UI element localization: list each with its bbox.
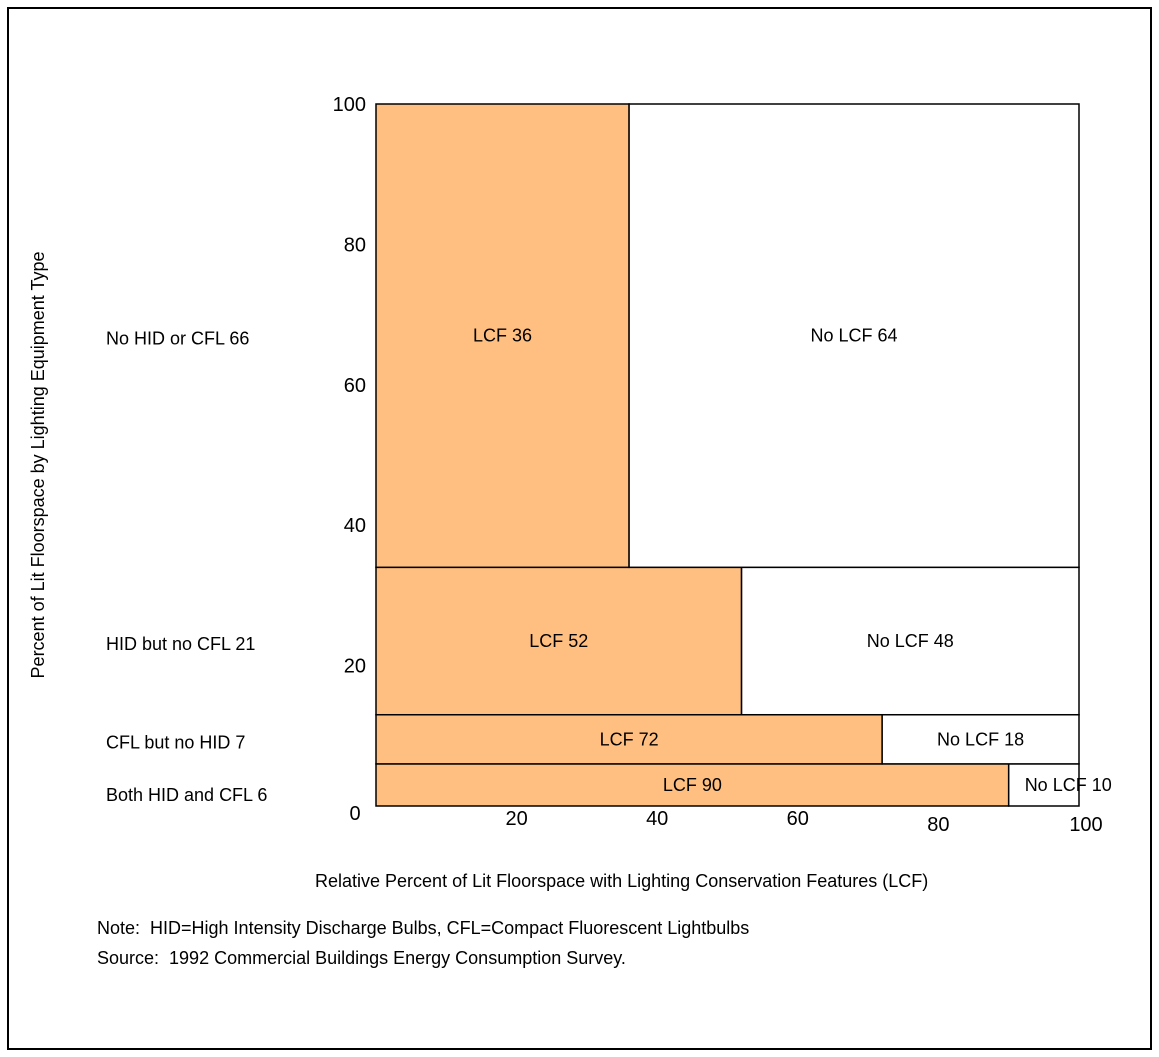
note-text: Note: HID=High Intensity Discharge Bulbs… xyxy=(97,918,750,938)
y-tick-label: 60 xyxy=(344,375,366,397)
y-tick-label: 80 xyxy=(344,234,366,256)
cat-2-lcf-label: LCF 52 xyxy=(529,631,588,651)
cat-3-lcf-label: LCF 36 xyxy=(473,326,532,346)
x-tick-label: 80 xyxy=(927,814,949,836)
cat-2-category-label: HID but no CFL 21 xyxy=(106,634,255,654)
category-labels: Both HID and CFL 6 CFL but no HID 7 HID bu… xyxy=(106,329,267,805)
cell-labels: LCF 90 No LCF 10 LCF 72 No LCF 18 LCF 52 No L… xyxy=(473,326,1112,795)
chart-frame xyxy=(7,7,1152,1050)
cat-0-no-lcf-label: No LCF 10 xyxy=(1025,775,1112,795)
cat-3-no-lcf-bar xyxy=(628,103,1080,569)
chart-cells xyxy=(375,103,1080,807)
x-tick-label: 60 xyxy=(787,808,809,830)
x-tick-label: 20 xyxy=(505,808,527,830)
y-tick-label: 20 xyxy=(344,656,366,678)
cat-1-no-lcf-label: No LCF 18 xyxy=(937,729,1024,749)
x-axis-label: Relative Percent of Lit Floorspace with … xyxy=(315,871,928,891)
cat-0-category-label: Both HID and CFL 6 xyxy=(106,785,267,805)
x-axis-ticks: 20 40 60 80 100 xyxy=(505,808,1102,836)
cat-2-no-lcf-bar xyxy=(740,566,1080,716)
y-axis-label: Percent of Lit Floorspace by Lighting Eq… xyxy=(28,252,48,679)
x-tick-label: 40 xyxy=(646,808,668,830)
x-tick-label: 100 xyxy=(1069,814,1102,836)
y-tick-label: 40 xyxy=(344,515,366,537)
cat-1-lcf-label: LCF 72 xyxy=(600,729,659,749)
source-text: Source: 1992 Commercial Buildings Energy… xyxy=(97,948,626,968)
cat-1-no-lcf-bar xyxy=(881,713,1080,765)
cat-3-lcf-bar xyxy=(375,103,630,569)
cat-1-category-label: CFL but no HID 7 xyxy=(106,732,245,752)
y-tick-label: 100 xyxy=(333,94,366,116)
y-tick-label: 0 xyxy=(349,803,360,825)
cat-2-no-lcf-label: No LCF 48 xyxy=(867,631,954,651)
cat-2-lcf-bar xyxy=(375,566,743,716)
y-axis-ticks: 0 20 40 60 80 100 xyxy=(333,94,366,825)
cat-0-lcf-label: LCF 90 xyxy=(663,775,722,795)
cat-3-category-label: No HID or CFL 66 xyxy=(106,329,249,349)
cat-0-no-lcf-bar xyxy=(1007,763,1080,807)
cat-3-no-lcf-label: No LCF 64 xyxy=(811,326,898,346)
notes: Note: HID=High Intensity Discharge Bulbs… xyxy=(97,913,749,973)
